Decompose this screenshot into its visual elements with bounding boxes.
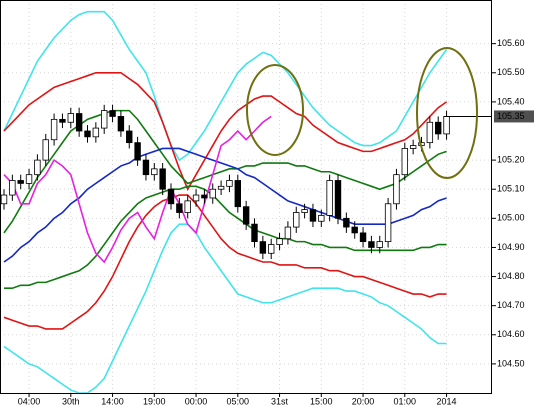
- y-tick-label: 105.60: [497, 38, 525, 48]
- candle-body: [242, 206, 250, 225]
- candle-body: [334, 180, 342, 219]
- candle-body: [251, 223, 258, 243]
- candle-body: [142, 159, 150, 176]
- y-tick-label: 104.70: [497, 300, 525, 310]
- last-price-label: 105.35: [497, 111, 525, 121]
- candle-body: [67, 113, 74, 123]
- candle-body: [59, 118, 66, 123]
- candle-body: [50, 118, 58, 141]
- y-tick-label: 105.10: [497, 184, 525, 194]
- candle-body: [434, 121, 442, 135]
- y-tick-label: 105.50: [497, 67, 525, 77]
- candle-body: [409, 145, 417, 149]
- indicator-line: [3, 223, 447, 394]
- highlight-ellipse: [246, 64, 304, 156]
- candle-body: [267, 244, 275, 254]
- x-tick-label: 31st: [271, 396, 289, 406]
- candle-body: [159, 168, 166, 190]
- candle-body: [393, 174, 400, 205]
- candle-body: [351, 226, 358, 234]
- y-tick-label: 104.50: [497, 358, 525, 368]
- candle-body: [184, 200, 191, 213]
- last-price-box: [494, 110, 534, 123]
- candle-body: [318, 215, 325, 222]
- candle-body: [368, 241, 375, 248]
- candle-body: [259, 241, 267, 254]
- candle-body: [376, 241, 383, 248]
- x-tick-label: 15:00: [310, 396, 333, 406]
- y-tick-label: 104.90: [497, 242, 525, 252]
- indicator-line: [4, 185, 447, 289]
- candle-body: [201, 194, 208, 199]
- candle-body: [151, 168, 158, 176]
- plot-frame: [0, 0, 492, 394]
- candle-body: [0, 194, 8, 205]
- x-tick-label: 2014: [437, 396, 457, 406]
- candle-body: [192, 194, 200, 202]
- x-tick-label: 05:00: [227, 396, 250, 406]
- candle-body: [359, 232, 367, 243]
- highlight-ellipse: [416, 47, 478, 179]
- x-tick-label: 00:00: [185, 396, 208, 406]
- candle-body: [209, 188, 216, 199]
- candle-body: [25, 174, 33, 184]
- y-tick-label: 105.40: [497, 96, 525, 106]
- y-tick-label: 105.20: [497, 154, 525, 164]
- candle-body: [384, 203, 392, 243]
- y-tick-label: 105.00: [497, 213, 525, 223]
- indicator-line: [3, 194, 447, 330]
- candle-body: [326, 180, 333, 216]
- y-tick-label: 104.80: [497, 271, 525, 281]
- candle-body: [226, 180, 233, 187]
- candle-body: [301, 209, 308, 213]
- candle-body: [84, 130, 91, 138]
- candle-body: [109, 110, 116, 117]
- indicator-line: [3, 71, 448, 192]
- candle-body: [217, 185, 225, 190]
- plot-area: [0, 0, 492, 394]
- candle-body: [117, 116, 125, 132]
- candle-body: [9, 180, 16, 196]
- candle-body: [426, 121, 434, 144]
- x-tick-label: 20:00: [352, 396, 375, 406]
- candle-body: [234, 180, 241, 208]
- candle-body: [75, 113, 83, 132]
- candle-body: [42, 139, 49, 161]
- candle-body: [17, 180, 24, 184]
- x-tick-label: 30th: [62, 396, 80, 406]
- candle-body: [34, 159, 41, 176]
- y-tick-label: 104.60: [497, 329, 525, 339]
- candle-body: [293, 212, 300, 228]
- candle-body: [276, 238, 283, 245]
- x-tick-label: 19:00: [143, 396, 166, 406]
- candle-body: [101, 110, 108, 129]
- indicator-line: [3, 10, 448, 162]
- candle-body: [92, 127, 100, 138]
- x-tick-label: 01:00: [394, 396, 417, 406]
- candle-body: [167, 188, 175, 205]
- candle-body: [284, 226, 292, 240]
- candle-body: [343, 217, 350, 228]
- candle-body: [309, 209, 317, 222]
- candle-body: [176, 203, 183, 213]
- x-tick-label: 14:00: [101, 396, 124, 406]
- candle-body: [126, 130, 133, 144]
- x-tick-label: 04:00: [18, 396, 41, 406]
- candle-body: [134, 142, 141, 161]
- indicator-line: [3, 115, 272, 264]
- candle-body: [401, 148, 408, 176]
- candle-body: [443, 116, 450, 135]
